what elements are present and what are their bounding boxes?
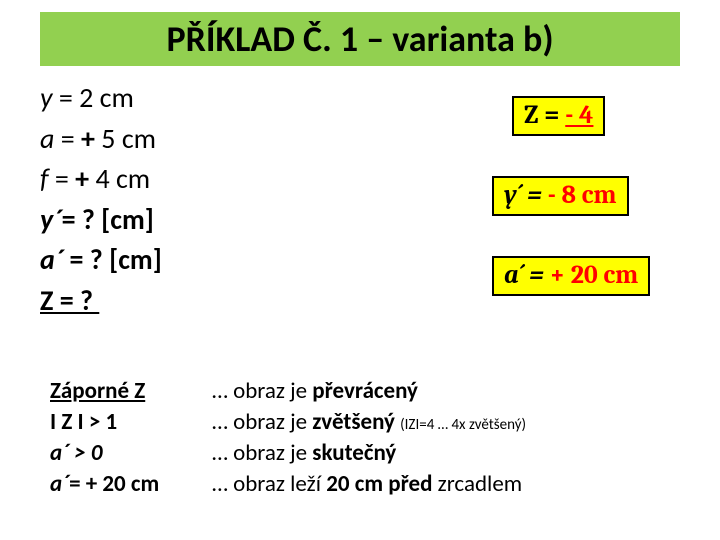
conclusion-row-1: Záporné Z … obraz je převrácený bbox=[50, 376, 526, 407]
slide: PŘÍKLAD Č. 1 – varianta b) y = 2 cm a = … bbox=[0, 0, 720, 540]
result-z-lhs: Z = bbox=[524, 100, 565, 130]
given-values: y = 2 cm a = + 5 cm f = + 4 cm y´= ? [cm… bbox=[40, 78, 162, 322]
cond-aprime-val: a´= + 20 cm bbox=[50, 469, 212, 500]
given-y: y = 2 cm bbox=[40, 78, 162, 119]
conclusion-row-4: a´= + 20 cm … obraz leží 20 cm před zrca… bbox=[50, 469, 526, 500]
result-z-box: Z = - 4 bbox=[512, 96, 605, 136]
var-y: y bbox=[40, 80, 53, 115]
given-a: a = + 5 cm bbox=[40, 119, 162, 160]
plus-a: + bbox=[81, 121, 95, 156]
result-z-rhs: - 4 bbox=[565, 100, 593, 130]
result-a-lhs: a´ = bbox=[504, 260, 550, 290]
result-aprime-box: a´ = + 20 cm bbox=[492, 256, 650, 296]
cond-aprime-text: … obraz je skutečný bbox=[212, 438, 396, 469]
val-y: = 2 cm bbox=[53, 80, 134, 115]
slide-title: PŘÍKLAD Č. 1 – varianta b) bbox=[166, 17, 553, 61]
cond-neg-z: Záporné Z bbox=[50, 376, 212, 407]
cond-neg-z-text: … obraz je převrácený bbox=[212, 376, 418, 407]
var-a: a bbox=[40, 121, 54, 156]
var-aprime: a´ bbox=[40, 242, 63, 277]
val-f: 4 cm bbox=[89, 161, 150, 196]
title-bar: PŘÍKLAD Č. 1 – varianta b) bbox=[40, 12, 680, 66]
val-yprime: = ? [cm] bbox=[62, 202, 154, 237]
result-yprime-box: y´ = - 8 cm bbox=[492, 176, 629, 216]
plus-f: + bbox=[75, 161, 89, 196]
conclusions: Záporné Z … obraz je převrácený I Z I > … bbox=[50, 376, 526, 500]
result-y-lhs: y´ = bbox=[504, 180, 548, 210]
val-aprime: = ? [cm] bbox=[63, 242, 162, 277]
unknown-yprime: y´= ? [cm] bbox=[40, 200, 162, 241]
conclusion-row-3: a´ > 0 … obraz je skutečný bbox=[50, 438, 526, 469]
cond-aprime-val-text: … obraz leží 20 cm před zrcadlem bbox=[212, 469, 522, 500]
cond-absz: I Z I > 1 bbox=[50, 407, 212, 438]
eq-a1: = bbox=[54, 121, 81, 156]
var-f: f bbox=[40, 161, 49, 196]
given-f: f = + 4 cm bbox=[40, 159, 162, 200]
var-yprime: y´ bbox=[40, 202, 62, 237]
result-a-rhs: + 20 cm bbox=[550, 260, 639, 290]
result-y-rhs: - 8 cm bbox=[548, 180, 617, 210]
cond-aprime: a´ > 0 bbox=[50, 438, 212, 469]
unknown-z: Z = ? bbox=[40, 281, 162, 322]
cond-absz-text: … obraz je zvětšený (IZI=4 … 4x zvětšený… bbox=[212, 407, 526, 438]
eq-f1: = bbox=[49, 161, 76, 196]
unknown-aprime: a´ = ? [cm] bbox=[40, 240, 162, 281]
conclusion-row-2: I Z I > 1 … obraz je zvětšený (IZI=4 … 4… bbox=[50, 407, 526, 438]
val-a: 5 cm bbox=[95, 121, 156, 156]
